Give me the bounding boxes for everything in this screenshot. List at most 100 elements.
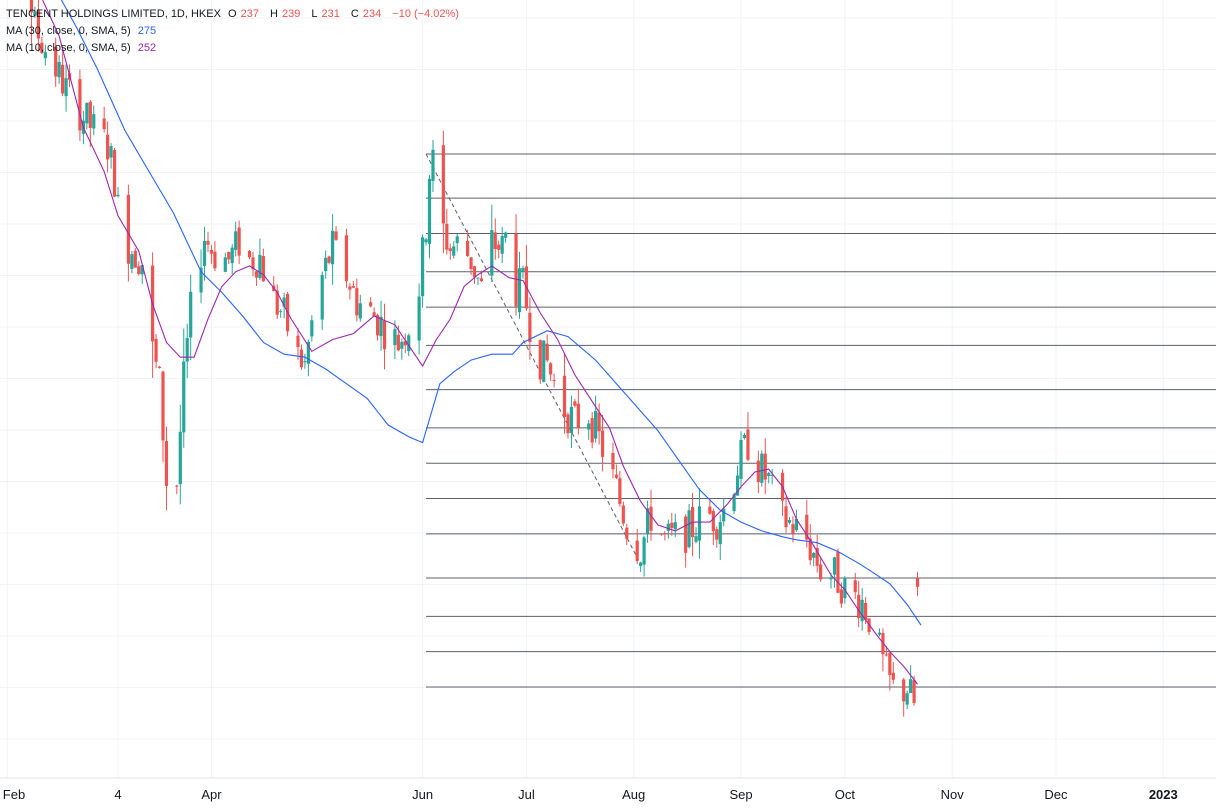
candle-body [154, 338, 158, 362]
candle-body [234, 231, 238, 250]
candle-body [320, 274, 324, 320]
candle [694, 527, 698, 544]
candle [303, 353, 307, 369]
candle-body [403, 340, 407, 346]
candle [915, 572, 920, 596]
candle-body [344, 235, 349, 282]
candle-body [566, 414, 570, 434]
candle-body [521, 268, 525, 272]
x-tick-label: 2023 [1149, 787, 1178, 802]
candle [417, 283, 421, 355]
candle-body [659, 533, 664, 535]
candle-body [445, 223, 449, 250]
candle [185, 323, 189, 379]
candle-body [746, 429, 750, 460]
candle [372, 307, 376, 317]
candle [400, 338, 404, 360]
candle [836, 548, 840, 594]
candle [493, 218, 497, 260]
candle-body [116, 194, 120, 197]
candle [106, 121, 110, 173]
candle [742, 432, 747, 440]
candle-body [732, 494, 736, 512]
candle-body [497, 244, 501, 250]
candle [514, 214, 518, 316]
candle-body [621, 505, 625, 524]
candle-body [770, 474, 774, 476]
candle-body [614, 474, 619, 478]
candle [161, 370, 165, 463]
candle [573, 398, 577, 408]
candle [452, 241, 456, 259]
candle-body [625, 527, 629, 539]
candle-body [209, 249, 214, 254]
candle-body [230, 247, 234, 264]
legend-ma10[interactable]: MA (10, close, 0, SMA, 5) 252 [6, 40, 463, 57]
candle [805, 499, 809, 548]
candle [673, 513, 677, 538]
candle [590, 412, 594, 449]
candle-body [64, 78, 68, 97]
candle [403, 333, 407, 353]
x-tick-label: Sep [729, 787, 752, 802]
candle-body [348, 286, 352, 290]
candle [791, 516, 795, 543]
candle-body [891, 672, 895, 680]
candle-body [884, 654, 888, 656]
candle-body [57, 62, 61, 78]
candle-body [538, 340, 542, 380]
candle [324, 250, 328, 279]
candle-body [836, 551, 840, 593]
candle [351, 280, 355, 289]
candle [230, 244, 234, 275]
candle [881, 628, 885, 672]
candle-body [452, 246, 456, 256]
candle [576, 388, 580, 435]
legend-ma30-label: MA (30, close, 0, SMA, 5) [6, 25, 131, 37]
candle [296, 327, 300, 360]
candle [164, 426, 169, 511]
candle [213, 241, 217, 271]
candle-body [227, 251, 231, 260]
candle-body [545, 343, 549, 361]
candle-body [860, 599, 864, 622]
candle-body [61, 64, 65, 94]
legend-ma30[interactable]: MA (30, close, 0, SMA, 5) 275 [6, 23, 463, 40]
candle-body [909, 679, 913, 694]
candle [54, 37, 58, 87]
candle-body [237, 227, 241, 256]
fib-trend-line[interactable] [425, 153, 638, 558]
candle-body [760, 453, 764, 483]
legend-high: H 239 [270, 8, 301, 20]
candle-body [137, 266, 141, 275]
candle-body [282, 297, 286, 307]
candle-body [479, 278, 484, 282]
candle-body [562, 375, 567, 417]
candle [611, 442, 615, 479]
candle-body [382, 320, 387, 350]
candle [247, 249, 252, 260]
candle-body [369, 302, 373, 307]
candle-body [742, 435, 747, 439]
candle-body [549, 363, 553, 375]
candle [178, 404, 182, 505]
candle [109, 143, 113, 169]
candle-body [202, 240, 207, 266]
candle-body [839, 589, 843, 604]
candle [618, 470, 622, 507]
candle [130, 250, 134, 274]
candle [635, 528, 639, 564]
candle [157, 365, 162, 369]
candle-body [133, 250, 137, 268]
candle [223, 252, 227, 273]
candle-body [88, 101, 92, 128]
candle-body [324, 257, 328, 272]
candle-body [85, 102, 89, 124]
candle-body [330, 230, 335, 265]
candle-body [29, 0, 34, 13]
candle-body [109, 146, 113, 158]
candle [445, 208, 449, 255]
candle-body [175, 485, 179, 487]
fib-retracement[interactable] [425, 153, 1216, 688]
